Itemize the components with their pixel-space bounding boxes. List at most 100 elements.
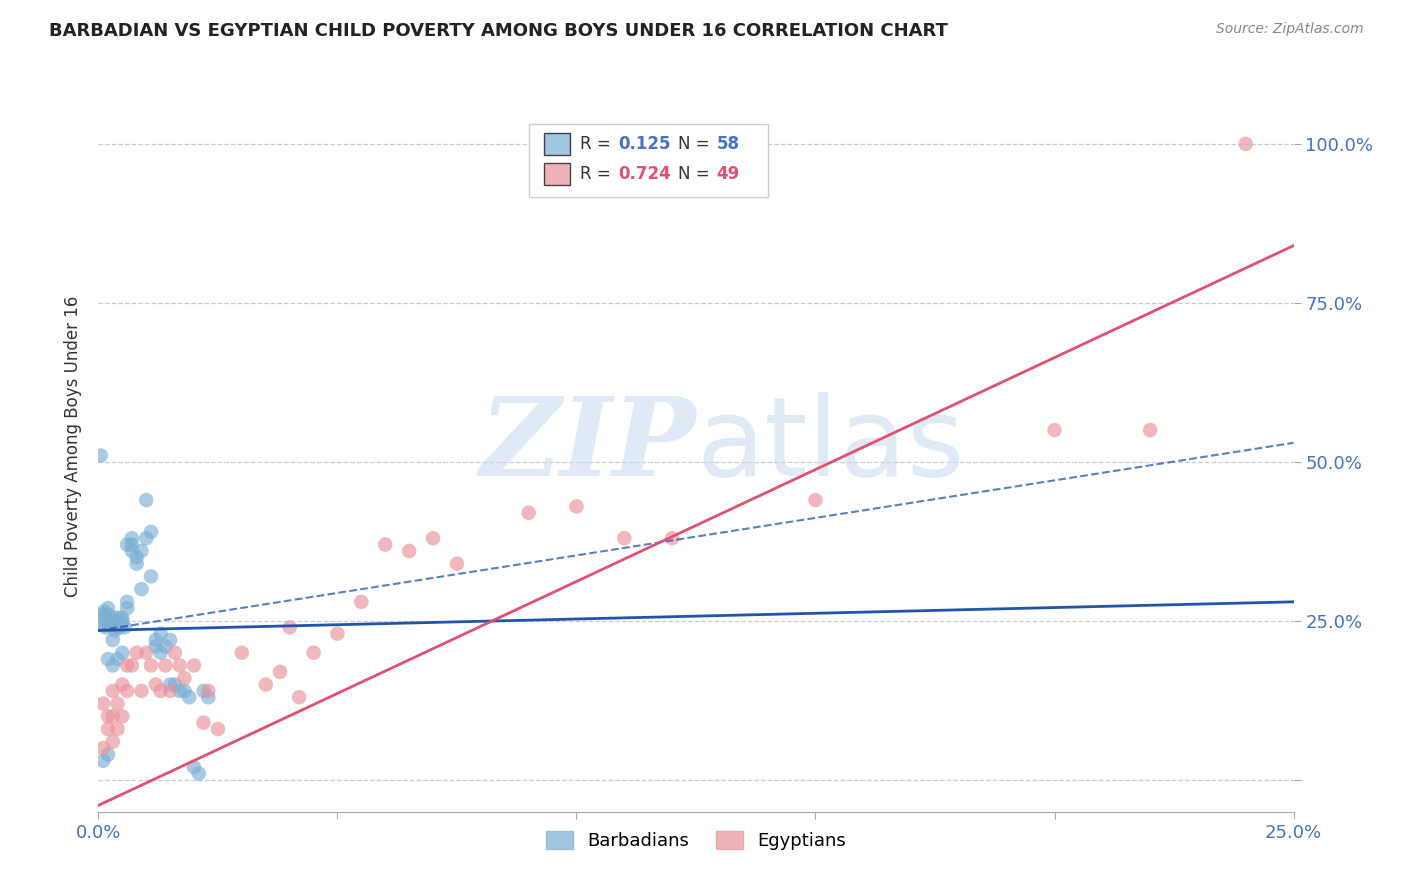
- Egyptians: [374, 538, 396, 552]
- Egyptians: [183, 658, 205, 673]
- Barbadians: [107, 617, 129, 632]
- Barbadians: [145, 632, 167, 647]
- Egyptians: [91, 697, 114, 711]
- Egyptians: [565, 500, 588, 514]
- Barbadians: [101, 611, 124, 625]
- Egyptians: [661, 531, 683, 545]
- Barbadians: [173, 684, 195, 698]
- Egyptians: [169, 658, 191, 673]
- Egyptians: [149, 684, 172, 698]
- Barbadians: [98, 617, 122, 632]
- FancyBboxPatch shape: [544, 162, 571, 185]
- Barbadians: [169, 684, 191, 698]
- Barbadians: [145, 640, 167, 654]
- Barbadians: [90, 617, 112, 632]
- Barbadians: [125, 550, 148, 565]
- Egyptians: [101, 684, 124, 698]
- Egyptians: [288, 690, 311, 705]
- Barbadians: [115, 595, 138, 609]
- Egyptians: [139, 658, 162, 673]
- Barbadians: [114, 620, 136, 634]
- Egyptians: [1234, 136, 1257, 151]
- Barbadians: [97, 614, 120, 628]
- Text: N =: N =: [678, 164, 714, 183]
- Barbadians: [131, 544, 153, 558]
- Egyptians: [193, 715, 215, 730]
- Egyptians: [145, 677, 167, 691]
- Barbadians: [91, 754, 114, 768]
- Egyptians: [398, 544, 420, 558]
- Text: Source: ZipAtlas.com: Source: ZipAtlas.com: [1216, 22, 1364, 37]
- Egyptians: [111, 677, 134, 691]
- Barbadians: [183, 760, 205, 774]
- Egyptians: [115, 684, 138, 698]
- Text: 0.125: 0.125: [619, 135, 671, 153]
- Egyptians: [125, 646, 148, 660]
- Egyptians: [163, 646, 186, 660]
- Egyptians: [97, 709, 120, 723]
- Barbadians: [107, 652, 129, 666]
- Barbadians: [139, 569, 162, 583]
- Barbadians: [111, 646, 134, 660]
- Barbadians: [125, 557, 148, 571]
- Text: 49: 49: [716, 164, 740, 183]
- Barbadians: [101, 614, 124, 628]
- Egyptians: [173, 671, 195, 685]
- Egyptians: [613, 531, 636, 545]
- Egyptians: [101, 735, 124, 749]
- Egyptians: [350, 595, 373, 609]
- Legend: Barbadians, Egyptians: Barbadians, Egyptians: [538, 823, 853, 857]
- Egyptians: [107, 722, 129, 736]
- Text: atlas: atlas: [696, 392, 965, 500]
- Barbadians: [135, 531, 157, 545]
- Egyptians: [302, 646, 325, 660]
- Egyptians: [269, 665, 291, 679]
- Barbadians: [121, 531, 143, 545]
- Egyptians: [422, 531, 444, 545]
- Egyptians: [326, 626, 349, 640]
- Egyptians: [115, 658, 138, 673]
- Barbadians: [121, 544, 143, 558]
- Egyptians: [446, 557, 468, 571]
- Barbadians: [97, 652, 120, 666]
- Egyptians: [155, 658, 177, 673]
- Text: R =: R =: [581, 164, 616, 183]
- Barbadians: [111, 617, 134, 632]
- Barbadians: [97, 747, 120, 762]
- Barbadians: [93, 604, 115, 618]
- Barbadians: [115, 538, 138, 552]
- Egyptians: [231, 646, 253, 660]
- Barbadians: [159, 677, 181, 691]
- Barbadians: [155, 640, 177, 654]
- Barbadians: [197, 690, 219, 705]
- Barbadians: [115, 601, 138, 615]
- Text: 58: 58: [716, 135, 740, 153]
- Barbadians: [139, 524, 162, 539]
- Barbadians: [107, 611, 129, 625]
- Egyptians: [278, 620, 301, 634]
- Barbadians: [94, 620, 117, 634]
- Egyptians: [101, 709, 124, 723]
- Text: R =: R =: [581, 135, 616, 153]
- Barbadians: [104, 620, 127, 634]
- Barbadians: [90, 449, 112, 463]
- Barbadians: [91, 607, 114, 622]
- Barbadians: [104, 624, 127, 638]
- Text: 0.724: 0.724: [619, 164, 671, 183]
- Text: ZIP: ZIP: [479, 392, 696, 500]
- Barbadians: [149, 646, 172, 660]
- Barbadians: [149, 626, 172, 640]
- Barbadians: [111, 614, 134, 628]
- Barbadians: [159, 632, 181, 647]
- Egyptians: [159, 684, 181, 698]
- Barbadians: [97, 601, 120, 615]
- Y-axis label: Child Poverty Among Boys Under 16: Child Poverty Among Boys Under 16: [65, 295, 83, 597]
- Barbadians: [121, 538, 143, 552]
- Egyptians: [131, 684, 153, 698]
- Egyptians: [91, 741, 114, 756]
- Barbadians: [108, 620, 131, 634]
- Barbadians: [91, 611, 114, 625]
- Barbadians: [97, 607, 120, 622]
- Barbadians: [131, 582, 153, 596]
- Egyptians: [197, 684, 219, 698]
